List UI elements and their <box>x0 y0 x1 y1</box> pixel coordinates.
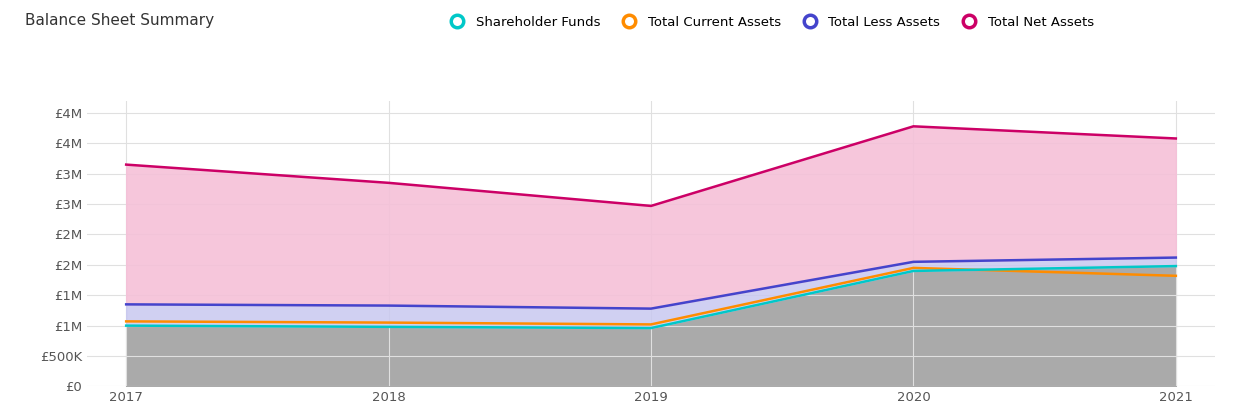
Legend: Shareholder Funds, Total Current Assets, Total Less Assets, Total Net Assets: Shareholder Funds, Total Current Assets,… <box>439 11 1099 34</box>
Text: Balance Sheet Summary: Balance Sheet Summary <box>25 13 215 28</box>
